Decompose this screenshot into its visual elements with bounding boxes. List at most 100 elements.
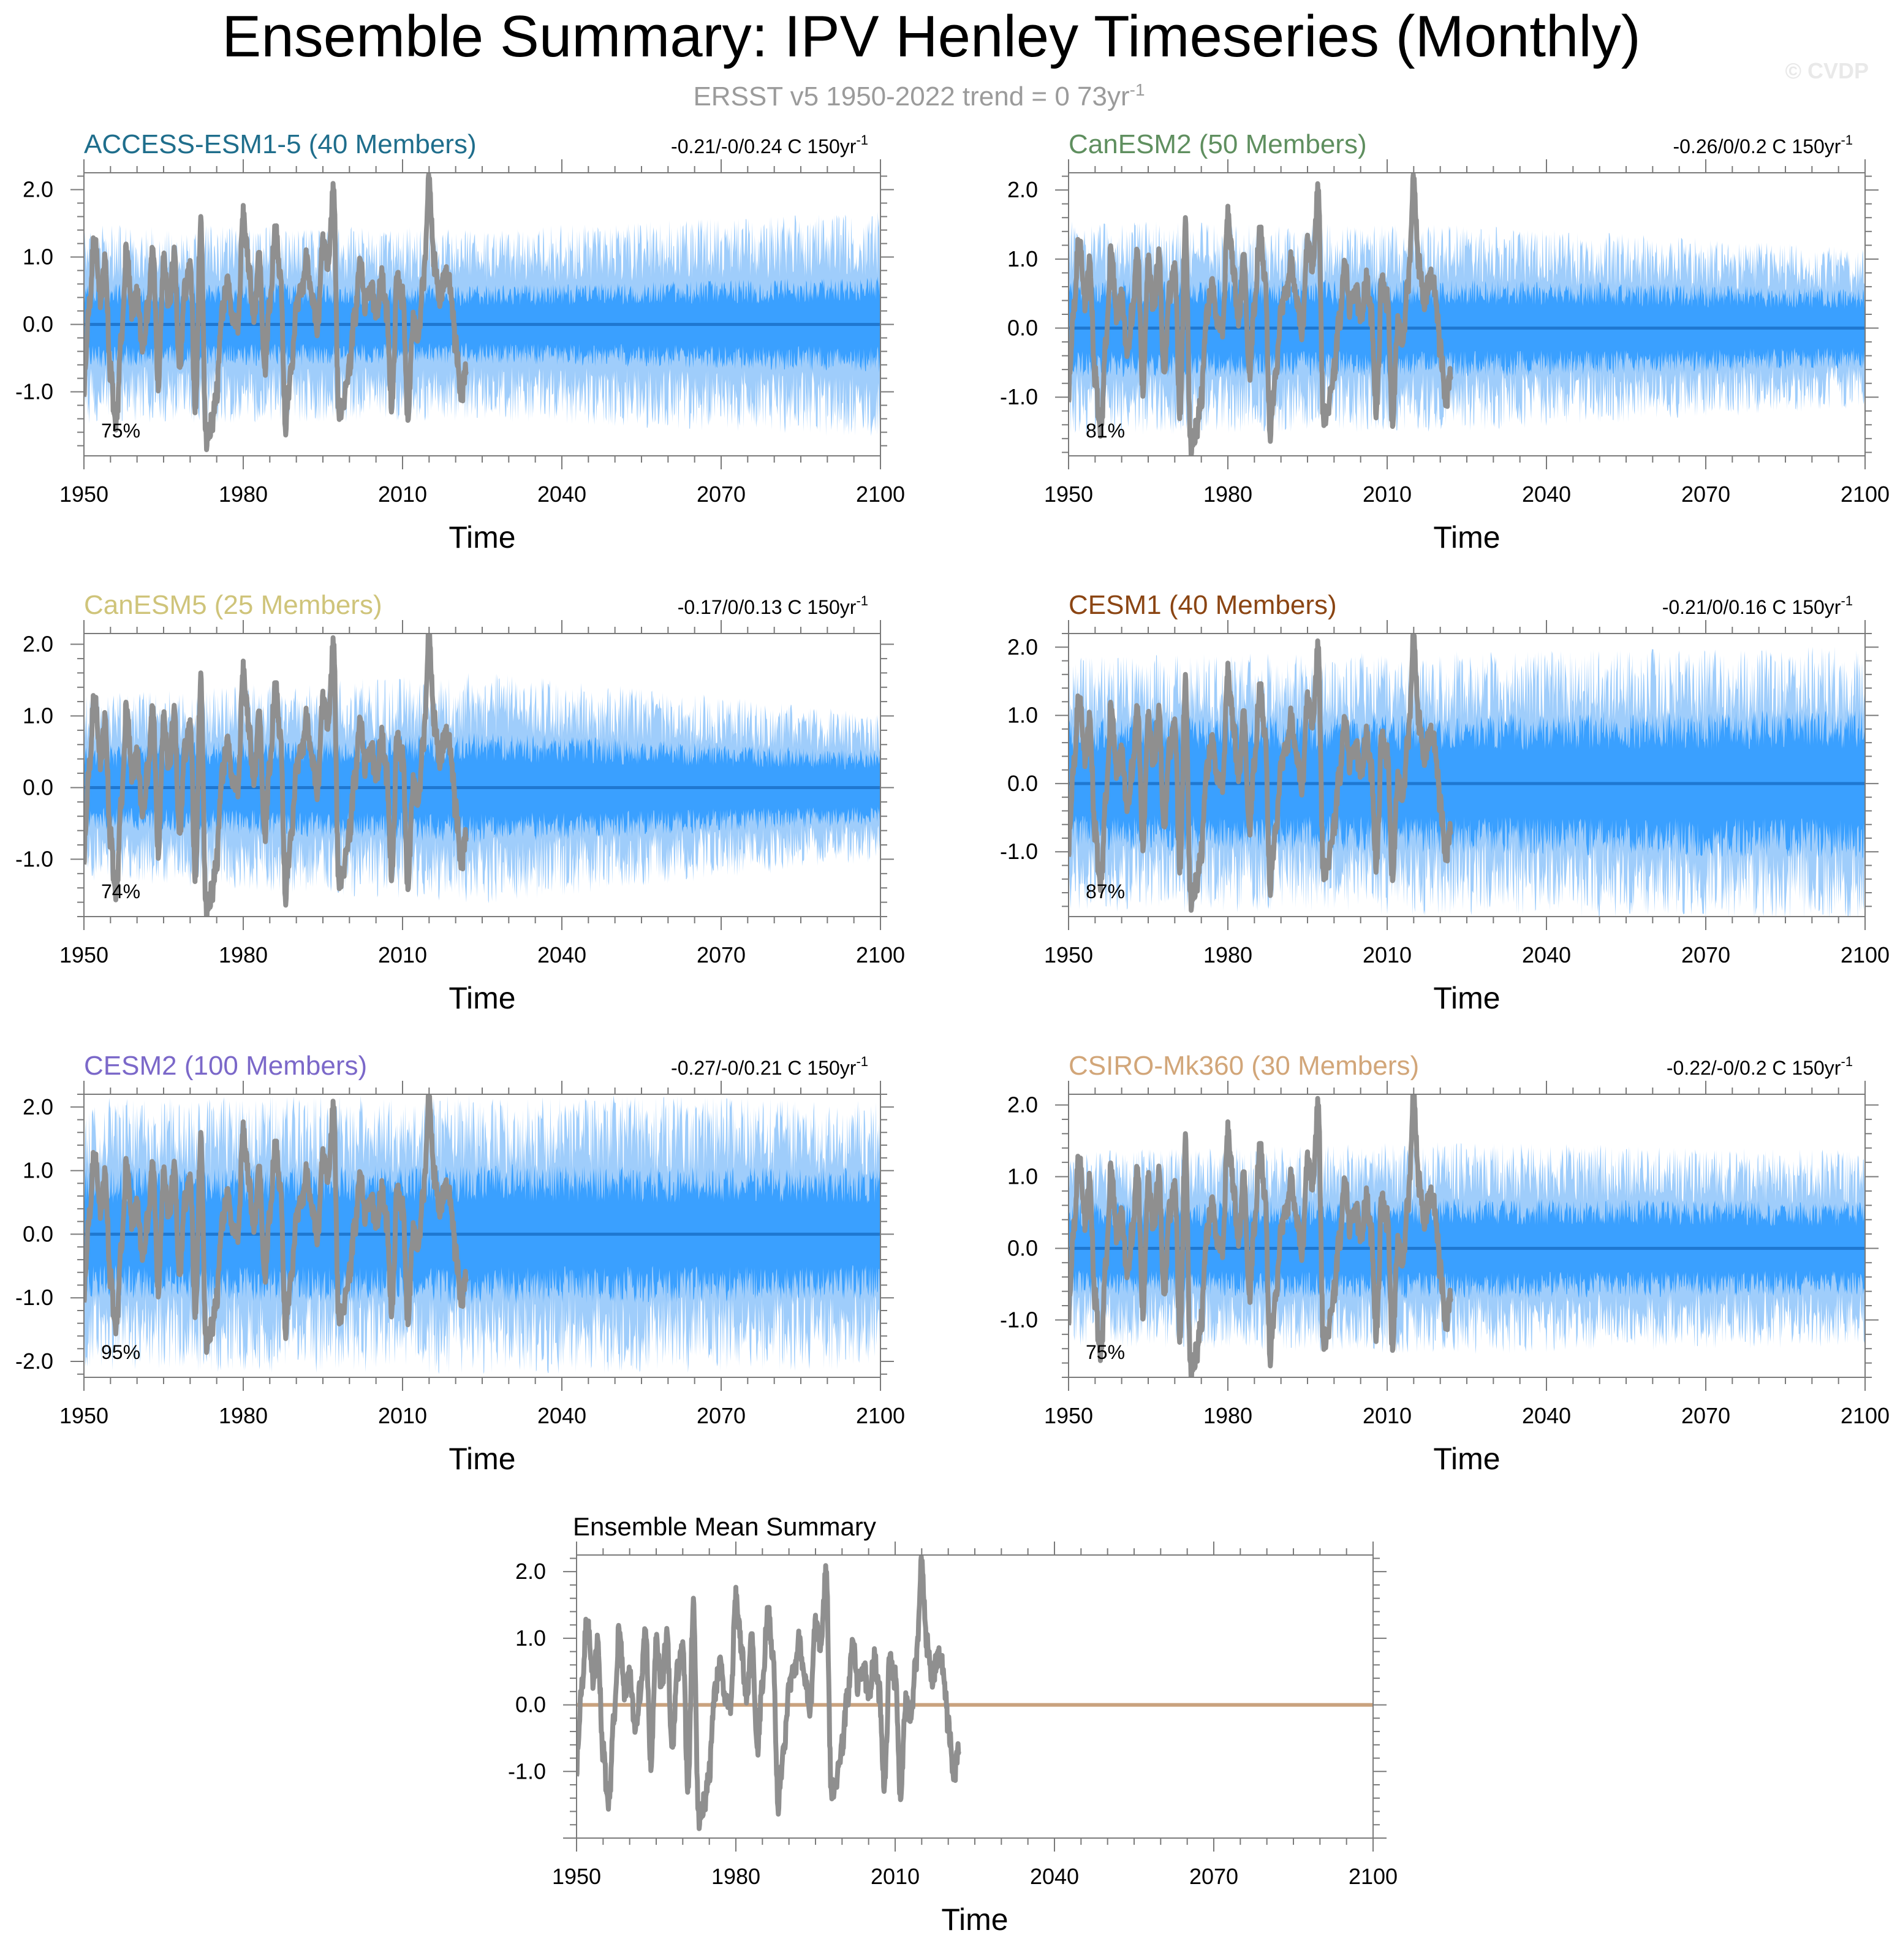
percent-label: 95% — [101, 1341, 140, 1363]
observations-line — [577, 1555, 961, 1831]
y-tick-label: 0.0 — [23, 774, 53, 800]
y-tick-label: -1.0 — [15, 1285, 53, 1310]
x-tick-label: 1950 — [1044, 1403, 1093, 1428]
x-tick-label: 1950 — [1044, 942, 1093, 967]
y-tick-label: 0.0 — [23, 1221, 53, 1246]
x-axis-label: Time — [449, 520, 515, 554]
trend-text: -0.22/-0/0.2 C 150yr — [1667, 1057, 1841, 1079]
x-tick-label: 2070 — [697, 482, 746, 507]
plot-content — [84, 1094, 880, 1374]
trend-sup: -1 — [1841, 1054, 1853, 1069]
x-tick-label: 2010 — [1363, 1403, 1412, 1428]
y-tick-label: 2.0 — [23, 1094, 53, 1119]
x-tick-label: 2010 — [1363, 942, 1412, 967]
x-tick-label: 2100 — [856, 1403, 905, 1428]
y-tick-label: -1.0 — [1000, 384, 1038, 409]
x-tick-label: 2100 — [1841, 942, 1890, 967]
x-tick-label: 2100 — [1349, 1864, 1398, 1889]
panel-title: CanESM5 (25 Members) — [84, 590, 382, 620]
trend-annotation: -0.26/0/0.2 C 150yr-1 — [1673, 132, 1853, 157]
x-tick-label: 1950 — [552, 1864, 601, 1889]
x-tick-label: 2100 — [856, 942, 905, 967]
subtitle-text: ERSST v5 1950-2022 trend = 0 73yr — [693, 81, 1129, 112]
panel-group: 1950 1980 2010 2040 2070 2100 Time 2.0 1.0 0.0 -1.… — [15, 129, 1890, 1937]
x-tick-label: 2040 — [537, 482, 586, 507]
plot-content — [84, 173, 880, 452]
x-tick-label: 2070 — [1681, 942, 1730, 967]
y-tick-label: 1.0 — [1007, 703, 1038, 728]
x-tick-label: 1980 — [219, 1403, 268, 1428]
y-tick-label: 2.0 — [1007, 177, 1038, 202]
y-tick-label: -1.0 — [1000, 1307, 1038, 1332]
panel-p1: 1950 1980 2010 2040 2070 2100 Time 2.0 1.0 0.0 -1.… — [15, 129, 905, 554]
percent-label: 74% — [101, 880, 140, 902]
x-axis-label: Time — [941, 1902, 1008, 1937]
x-tick-label: 2040 — [1030, 1864, 1079, 1889]
panel-p2: 1950 1980 2010 2040 2070 2100 Time 2.0 1.0 0.0 -1.… — [1000, 129, 1890, 554]
x-tick-label: 2040 — [1522, 942, 1571, 967]
y-tick-label: 1.0 — [23, 703, 53, 728]
x-axis-label: Time — [449, 981, 515, 1015]
observations-line — [1069, 173, 1453, 456]
x-tick-label: 1950 — [59, 482, 108, 507]
percent-label: 75% — [1086, 1341, 1125, 1363]
plot-content — [84, 634, 880, 917]
cvdp-watermark: © CVDP — [1785, 58, 1869, 83]
trend-annotation: -0.17/0/0.13 C 150yr-1 — [678, 593, 868, 618]
trend-text: -0.17/0/0.13 C 150yr — [678, 596, 857, 618]
panel-title: ACCESS-ESM1-5 (40 Members) — [84, 129, 477, 159]
x-tick-label: 2040 — [537, 942, 586, 967]
y-tick-label: -1.0 — [508, 1758, 546, 1784]
trend-annotation: -0.27/-0/0.21 C 150yr-1 — [671, 1054, 868, 1079]
plot-content — [1069, 1094, 1865, 1377]
x-tick-label: 1980 — [219, 942, 268, 967]
y-tick-label: 2.0 — [1007, 634, 1038, 659]
x-axis-label: Time — [1433, 981, 1500, 1015]
x-tick-label: 1950 — [59, 942, 108, 967]
panel-p5: 1950 1980 2010 2040 2070 2100 Time 2.0 1.0 0.0 -1.… — [15, 1051, 905, 1476]
y-tick-label: 0.0 — [515, 1692, 546, 1717]
trend-annotation: -0.22/-0/0.2 C 150yr-1 — [1667, 1054, 1853, 1079]
x-axis-label: Time — [449, 1442, 515, 1476]
percent-label: 87% — [1086, 880, 1125, 902]
observations-line — [1069, 634, 1453, 913]
y-tick-label: -1.0 — [15, 379, 53, 404]
trend-text: -0.27/-0/0.21 C 150yr — [671, 1057, 857, 1079]
x-tick-label: 2100 — [856, 482, 905, 507]
x-tick-label: 2070 — [1681, 482, 1730, 507]
x-axis-label: Time — [1433, 1442, 1500, 1476]
x-tick-label: 2010 — [378, 942, 427, 967]
x-tick-label: 2010 — [1363, 482, 1412, 507]
x-tick-label: 2010 — [871, 1864, 920, 1889]
y-tick-label: 0.0 — [23, 312, 53, 337]
trend-annotation: -0.21/-0/0.24 C 150yr-1 — [671, 132, 868, 157]
x-tick-label: 2070 — [1681, 1403, 1730, 1428]
panel-p6: 1950 1980 2010 2040 2070 2100 Time 2.0 1.0 0.0 -1.… — [1000, 1051, 1890, 1476]
panel-p3: 1950 1980 2010 2040 2070 2100 Time 2.0 1.0 0.0 -1.… — [15, 590, 905, 1015]
panel-p7: 1950 1980 2010 2040 2070 2100 Time 2.0 1.0 0.0 -1.… — [508, 1512, 1398, 1937]
figure-title: Ensemble Summary: IPV Henley Timeseries … — [222, 4, 1640, 69]
observations-line — [84, 1094, 469, 1355]
trend-text: -0.21/0/0.16 C 150yr — [1662, 596, 1841, 618]
y-tick-label: 0.0 — [1007, 771, 1038, 796]
x-tick-label: 1950 — [1044, 482, 1093, 507]
trend-annotation: -0.21/0/0.16 C 150yr-1 — [1662, 593, 1853, 618]
plot-content — [1069, 173, 1865, 456]
x-tick-label: 2070 — [697, 942, 746, 967]
figure-subtitle: ERSST v5 1950-2022 trend = 0 73yr-1 — [693, 80, 1145, 112]
trend-sup: -1 — [856, 1054, 868, 1069]
panel-title: Ensemble Mean Summary — [573, 1512, 876, 1541]
y-tick-label: 1.0 — [23, 1158, 53, 1183]
x-tick-label: 2040 — [1522, 1403, 1571, 1428]
y-tick-label: 2.0 — [1007, 1092, 1038, 1118]
percent-label: 81% — [1086, 420, 1125, 442]
x-tick-label: 2040 — [537, 1403, 586, 1428]
y-tick-label: -1.0 — [1000, 839, 1038, 864]
x-tick-label: 2100 — [1841, 1403, 1890, 1428]
y-tick-label: 1.0 — [515, 1625, 546, 1651]
panel-title: CESM1 (40 Members) — [1069, 590, 1337, 620]
y-tick-label: 2.0 — [515, 1559, 546, 1584]
x-tick-label: 2070 — [1189, 1864, 1238, 1889]
